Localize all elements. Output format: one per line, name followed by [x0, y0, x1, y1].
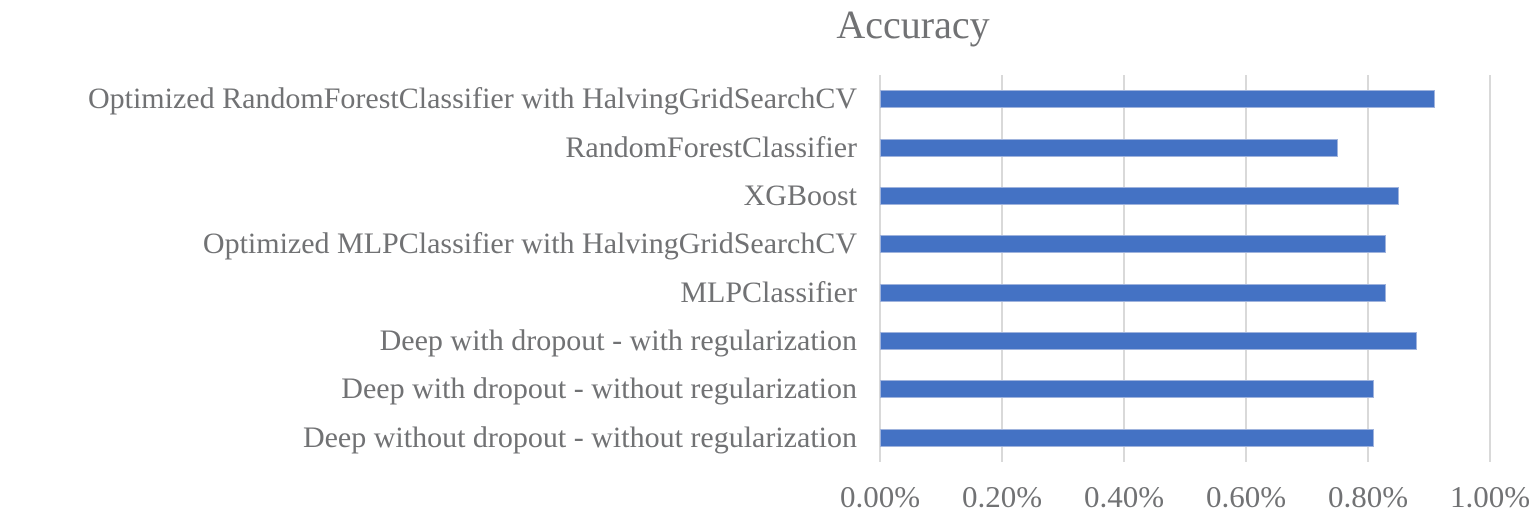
bar-3: [880, 186, 1399, 205]
category-label: XGBoost: [743, 178, 857, 212]
bar-band: [880, 123, 1490, 171]
grid-line: [1123, 75, 1125, 462]
bar-band: [880, 365, 1490, 413]
category-label: Deep with dropout - without regularizati…: [341, 372, 857, 406]
category-label: MLPClassifier: [680, 275, 857, 309]
value-axis: 0.00% 0.20% 0.40% 0.60% 0.80% 1.00%: [840, 479, 1530, 517]
category-label: Optimized RandomForestClassifier with Ha…: [87, 82, 857, 116]
category-axis: Optimized RandomForestClassifier with Ha…: [0, 75, 858, 462]
bar-6: [880, 332, 1417, 351]
plot-area: [879, 75, 1491, 462]
x-tick-label: 1.00%: [1449, 479, 1531, 514]
grid-line: [1001, 75, 1003, 462]
bar-2: [880, 138, 1338, 157]
bar-band: [880, 75, 1490, 123]
grid-line: [1489, 75, 1491, 462]
x-tick-label: 0.80%: [1327, 479, 1409, 514]
bar-1: [880, 90, 1436, 109]
bar-8: [880, 428, 1375, 447]
bar-4: [880, 235, 1387, 254]
x-tick-label: 0.60%: [1205, 479, 1287, 514]
bar-band: [880, 269, 1490, 317]
bar-band: [880, 172, 1490, 220]
x-tick-label: 0.20%: [961, 479, 1043, 514]
bar-series: [880, 75, 1490, 462]
bar-band: [880, 317, 1490, 365]
x-tick-label: 0.00%: [839, 479, 921, 514]
bar-band: [880, 414, 1490, 462]
bar-band: [880, 220, 1490, 268]
category-label: Deep with dropout - with regularization: [379, 324, 857, 358]
chart-title: Accuracy: [836, 2, 990, 47]
category-label: Deep without dropout - without regulariz…: [302, 420, 857, 454]
category-label: RandomForestClassifier: [565, 130, 857, 164]
bar-5: [880, 283, 1387, 302]
grid-line: [1367, 75, 1369, 462]
x-tick-label: 0.40%: [1083, 479, 1165, 514]
bar-7: [880, 380, 1375, 399]
grid-line: [879, 75, 881, 462]
grid-line: [1245, 75, 1247, 462]
category-label: Optimized MLPClassifier with HalvingGrid…: [202, 227, 857, 261]
